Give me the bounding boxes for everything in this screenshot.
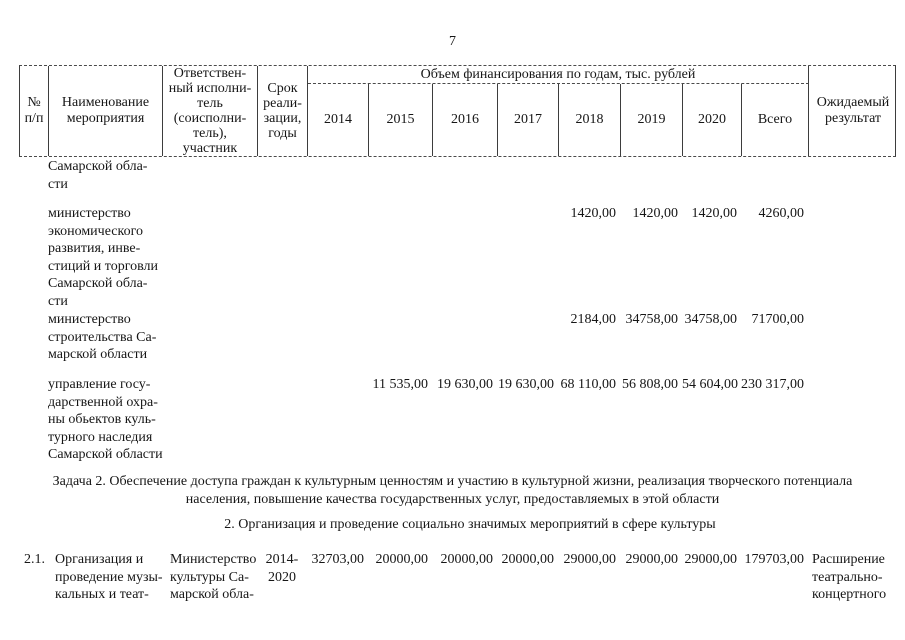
header-year-2014: 2014 — [308, 84, 369, 156]
header-col-result: Ожидаемый результат — [816, 94, 890, 127]
finance-value-total: 71700,00 — [751, 312, 805, 327]
page-number: 7 — [449, 34, 456, 49]
table-row-2-1: 2.1. Организация и проведение музы- каль… — [19, 551, 896, 604]
finance-value-total: 230 317,00 — [741, 377, 804, 392]
continuation-row-3: министерство строительства Са- марской о… — [19, 311, 896, 364]
finance-value-2019: 56 808,00 — [622, 377, 678, 392]
finance-value-2018: 2184,00 — [570, 312, 617, 327]
header-year-total: Всего — [742, 84, 809, 156]
finance-value-2020: 29000,00 — [684, 552, 738, 567]
header-finance-group: Объем финансирования по годам, тыс. рубл… — [308, 66, 809, 84]
executor-continuation-text: Самарской обла- сти — [48, 159, 148, 192]
table-header: № п/п Наименование мероприятия Ответстве… — [19, 65, 896, 157]
finance-value-2014: 32703,00 — [311, 552, 365, 567]
header-year-2019: 2019 — [621, 84, 683, 156]
header-col-term: Срок реали- зации, годы — [258, 66, 308, 156]
executor-continuation-text: министерство экономического развития, ин… — [48, 206, 159, 309]
header-col-executor: Ответствен- ный исполни- тель (соисполни… — [163, 66, 258, 156]
header-year-2016: 2016 — [433, 84, 498, 156]
header-year-2015: 2015 — [369, 84, 433, 156]
continuation-row-2: министерство экономического развития, ин… — [19, 205, 896, 310]
row-number: 2.1. — [24, 552, 45, 567]
finance-value-total: 179703,00 — [744, 552, 805, 567]
executor-continuation-text: управление госу- дарственной охра- ны об… — [48, 377, 163, 462]
finance-value-2019: 34758,00 — [625, 312, 679, 327]
finance-value-2018: 68 110,00 — [560, 377, 616, 392]
event-name: Организация и проведение музы- кальных и… — [55, 552, 163, 602]
finance-value-2019: 1420,00 — [632, 206, 679, 221]
header-col-number: № п/п — [20, 66, 49, 156]
finance-value-2016: 19 630,00 — [437, 377, 493, 392]
header-col-name: Наименование мероприятия — [49, 66, 163, 156]
finance-value-2018: 29000,00 — [563, 552, 617, 567]
continuation-row-4: управление госу- дарственной охра- ны об… — [19, 376, 896, 464]
finance-value-2017: 20000,00 — [501, 552, 555, 567]
finance-value-2018: 1420,00 — [570, 206, 617, 221]
section-heading: 2. Организация и проведение социально зн… — [224, 517, 716, 532]
finance-value-2019: 29000,00 — [625, 552, 679, 567]
executor-name: Министерство культуры Са- марской обла- — [170, 552, 257, 602]
header-year-2018: 2018 — [559, 84, 621, 156]
finance-value-2020: 54 604,00 — [682, 377, 738, 392]
task-heading: Задача 2. Обеспечение доступа граждан к … — [52, 474, 853, 507]
expected-result: Расширение театрально- концертного — [812, 552, 887, 602]
finance-value-2020: 34758,00 — [684, 312, 738, 327]
finance-value-2020: 1420,00 — [691, 206, 738, 221]
executor-continuation-text: министерство строительства Са- марской о… — [48, 312, 157, 362]
finance-value-2015: 11 535,00 — [372, 377, 428, 392]
finance-value-2016: 20000,00 — [440, 552, 494, 567]
finance-value-2017: 19 630,00 — [498, 377, 554, 392]
finance-value-2015: 20000,00 — [375, 552, 429, 567]
header-year-2017: 2017 — [498, 84, 559, 156]
term-years: 2014- 2020 — [265, 552, 299, 585]
finance-value-total: 4260,00 — [758, 206, 805, 221]
continuation-row-1: Самарской обла- сти — [19, 158, 896, 193]
header-year-2020: 2020 — [683, 84, 742, 156]
